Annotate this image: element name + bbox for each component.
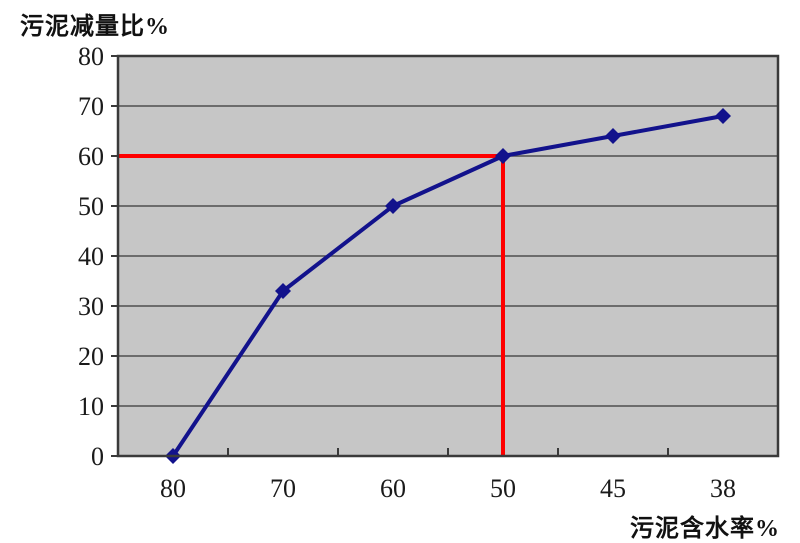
x-tick-label: 50 xyxy=(490,474,516,503)
y-tick-label: 40 xyxy=(78,242,104,271)
x-tick-label: 60 xyxy=(380,474,406,503)
series-line xyxy=(171,114,725,458)
y-tick-label: 70 xyxy=(78,92,104,121)
y-tick-label: 50 xyxy=(78,192,104,221)
data-point xyxy=(715,108,731,124)
y-tick-label: 20 xyxy=(78,342,104,371)
data-point xyxy=(385,198,401,214)
plot-border xyxy=(116,54,780,458)
x-tick-label: 80 xyxy=(160,474,186,503)
y-tick-label: 0 xyxy=(91,442,104,471)
y-axis-title: 污泥减量比% xyxy=(20,14,170,40)
data-point xyxy=(275,283,291,299)
data-point xyxy=(605,128,621,144)
x-tick-label: 45 xyxy=(600,474,626,503)
y-tick-label: 30 xyxy=(78,292,104,321)
x-tick-label: 38 xyxy=(710,474,736,503)
y-tick-label: 80 xyxy=(78,42,104,71)
x-axis-title: 污泥含水率% xyxy=(630,516,780,542)
y-tick-label: 60 xyxy=(78,142,104,171)
data-point xyxy=(495,148,511,164)
x-tick-label: 70 xyxy=(270,474,296,503)
y-tick-label: 10 xyxy=(78,392,104,421)
